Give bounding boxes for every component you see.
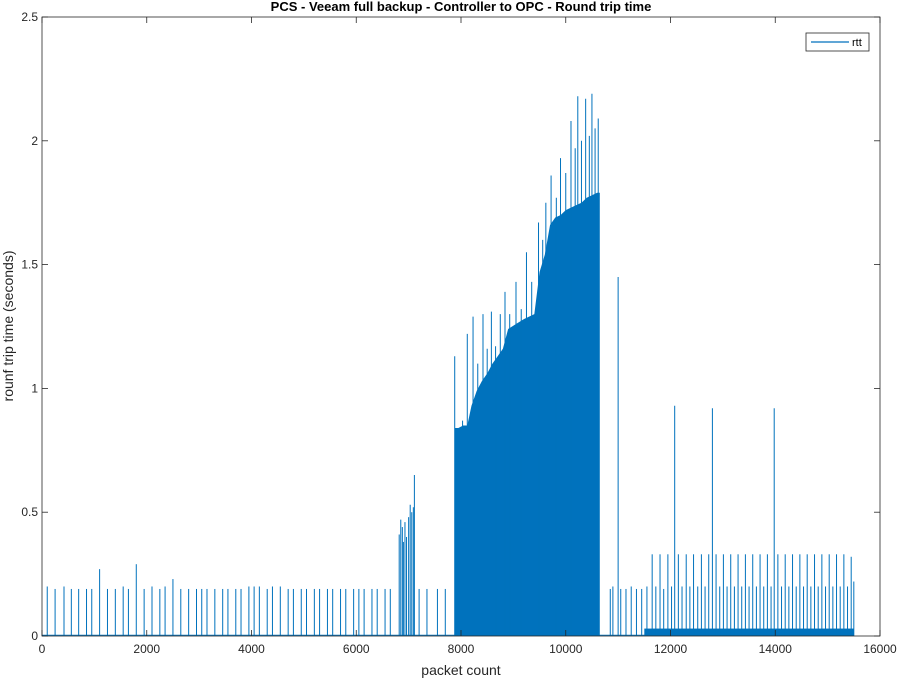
y-tick-label: 1.5 [21, 258, 38, 272]
legend-entry-rtt: rtt [852, 37, 862, 49]
y-tick-label: 2 [31, 134, 38, 148]
x-tick-label: 0 [39, 642, 46, 656]
x-tick-label: 8000 [448, 642, 475, 656]
y-tick-label: 1 [31, 381, 38, 395]
x-tick-label: 12000 [654, 642, 688, 656]
x-tick-label: 4000 [238, 642, 265, 656]
y-tick-label: 2.5 [21, 10, 38, 24]
y-axis-label: rounf trip time (seconds) [0, 251, 16, 402]
x-tick-label: 10000 [549, 642, 583, 656]
y-tick-label: 0 [31, 629, 38, 643]
y-tick-label: 0.5 [21, 505, 38, 519]
series-rtt [42, 93, 855, 636]
x-tick-label: 2000 [133, 642, 160, 656]
legend: rtt [805, 32, 870, 52]
x-tick-label: 16000 [863, 642, 897, 656]
axes: 0 2000 4000 6000 8000 10000 12000 14000 16000 0 0.… [21, 10, 897, 656]
x-tick-label: 6000 [343, 642, 370, 656]
x-tick-label: 14000 [759, 642, 793, 656]
chart-title: PCS - Veeam full backup - Controller to … [271, 0, 652, 14]
x-axis-label: packet count [421, 662, 500, 678]
